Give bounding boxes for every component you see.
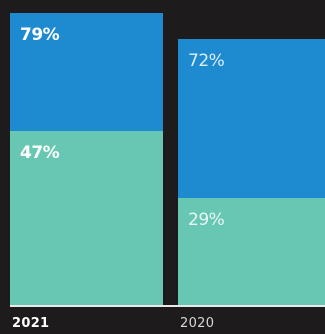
x-tick-label-2020: 2020 — [180, 316, 215, 331]
bar-2021-series-2 — [10, 131, 163, 305]
data-label-2020-series-2: 29% — [188, 209, 225, 230]
chart-baseline — [10, 305, 325, 307]
data-label-2021-series-2: 47% — [20, 143, 60, 164]
data-label-2020-series-1: 72% — [188, 50, 225, 71]
bar-2021-series-1 — [10, 12, 163, 132]
data-label-2021-series-1: 79% — [20, 24, 60, 45]
bar-2020-series-2 — [178, 197, 325, 305]
x-tick-label-2021: 2021 — [12, 316, 50, 331]
bar-2020-series-1 — [178, 38, 325, 198]
